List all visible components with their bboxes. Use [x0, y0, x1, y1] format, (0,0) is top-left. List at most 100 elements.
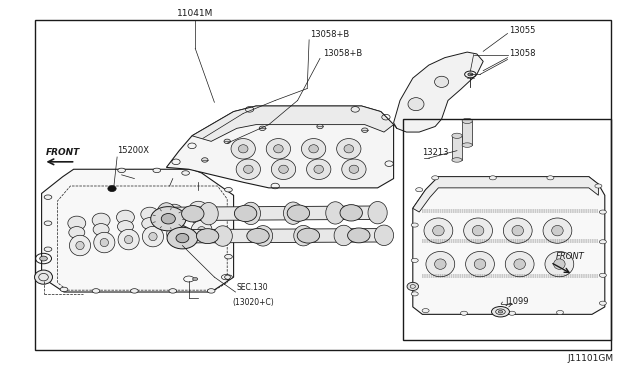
Polygon shape: [394, 52, 483, 132]
Ellipse shape: [424, 218, 453, 243]
Ellipse shape: [595, 184, 602, 188]
Ellipse shape: [197, 227, 206, 235]
Ellipse shape: [108, 186, 116, 192]
Ellipse shape: [374, 225, 394, 246]
Ellipse shape: [408, 98, 424, 111]
Ellipse shape: [334, 225, 353, 246]
Ellipse shape: [452, 133, 462, 138]
Ellipse shape: [284, 202, 303, 224]
Bar: [35, 20, 611, 350]
Ellipse shape: [294, 225, 313, 246]
Ellipse shape: [44, 247, 52, 251]
Text: 13058+B: 13058+B: [310, 30, 349, 39]
Ellipse shape: [191, 212, 206, 224]
Ellipse shape: [224, 139, 230, 144]
Text: J1099: J1099: [506, 297, 529, 306]
Ellipse shape: [191, 220, 212, 241]
Ellipse shape: [301, 139, 326, 159]
Ellipse shape: [225, 187, 232, 192]
Ellipse shape: [297, 228, 319, 243]
Ellipse shape: [337, 139, 361, 159]
Ellipse shape: [314, 165, 324, 173]
Text: SEC.130: SEC.130: [237, 283, 269, 292]
Ellipse shape: [202, 158, 208, 162]
Ellipse shape: [225, 275, 232, 279]
Ellipse shape: [176, 234, 189, 243]
Ellipse shape: [600, 210, 607, 214]
Polygon shape: [413, 177, 605, 314]
Ellipse shape: [426, 251, 455, 277]
Polygon shape: [462, 121, 472, 145]
Ellipse shape: [499, 310, 503, 313]
Ellipse shape: [173, 226, 192, 247]
Ellipse shape: [118, 168, 125, 173]
Ellipse shape: [60, 287, 68, 292]
Ellipse shape: [189, 201, 207, 215]
Ellipse shape: [167, 227, 198, 249]
Ellipse shape: [68, 216, 86, 230]
Ellipse shape: [92, 213, 110, 227]
Ellipse shape: [432, 176, 439, 180]
Ellipse shape: [161, 214, 175, 224]
Text: 13058: 13058: [509, 49, 535, 58]
Ellipse shape: [225, 254, 232, 259]
Ellipse shape: [69, 227, 84, 238]
Ellipse shape: [407, 282, 419, 291]
Ellipse shape: [93, 224, 109, 235]
Text: (13020+C): (13020+C): [232, 298, 274, 307]
Ellipse shape: [557, 310, 564, 315]
Ellipse shape: [151, 207, 186, 231]
Ellipse shape: [92, 289, 100, 293]
Polygon shape: [166, 106, 394, 188]
Text: 11041M: 11041M: [177, 9, 213, 18]
Text: FRONT: FRONT: [46, 148, 81, 157]
Ellipse shape: [94, 232, 115, 253]
Ellipse shape: [504, 218, 532, 243]
Ellipse shape: [153, 168, 161, 173]
Polygon shape: [182, 228, 384, 243]
Ellipse shape: [412, 258, 419, 263]
Ellipse shape: [472, 225, 484, 236]
Ellipse shape: [344, 145, 354, 153]
Ellipse shape: [69, 235, 91, 256]
Text: J11101GM: J11101GM: [567, 354, 613, 363]
Ellipse shape: [512, 225, 524, 236]
Ellipse shape: [169, 289, 177, 293]
Ellipse shape: [422, 309, 429, 312]
Ellipse shape: [600, 240, 607, 244]
Ellipse shape: [474, 259, 486, 269]
Ellipse shape: [468, 73, 473, 76]
Ellipse shape: [193, 278, 198, 280]
Ellipse shape: [40, 256, 47, 261]
Ellipse shape: [166, 215, 182, 227]
Ellipse shape: [165, 204, 183, 218]
Ellipse shape: [287, 205, 310, 221]
Ellipse shape: [234, 205, 257, 222]
Ellipse shape: [326, 202, 345, 224]
Text: 13213: 13213: [422, 148, 449, 157]
Ellipse shape: [340, 205, 362, 221]
Ellipse shape: [552, 225, 563, 236]
Ellipse shape: [76, 241, 84, 250]
Ellipse shape: [435, 259, 446, 269]
Ellipse shape: [462, 118, 472, 124]
Ellipse shape: [142, 218, 157, 230]
Text: 15200X: 15200X: [117, 147, 149, 155]
Ellipse shape: [600, 273, 607, 278]
Ellipse shape: [100, 238, 109, 247]
Ellipse shape: [44, 195, 52, 199]
Ellipse shape: [547, 176, 554, 180]
Ellipse shape: [196, 229, 219, 244]
Ellipse shape: [225, 210, 232, 214]
Ellipse shape: [412, 292, 419, 296]
Polygon shape: [192, 106, 394, 141]
Ellipse shape: [554, 259, 565, 269]
Polygon shape: [413, 177, 598, 212]
Ellipse shape: [259, 126, 266, 131]
Ellipse shape: [141, 207, 159, 221]
Ellipse shape: [433, 225, 444, 236]
Text: 13058+B: 13058+B: [323, 49, 362, 58]
Text: FRONT: FRONT: [556, 252, 584, 261]
Ellipse shape: [199, 202, 218, 225]
Ellipse shape: [44, 221, 52, 225]
